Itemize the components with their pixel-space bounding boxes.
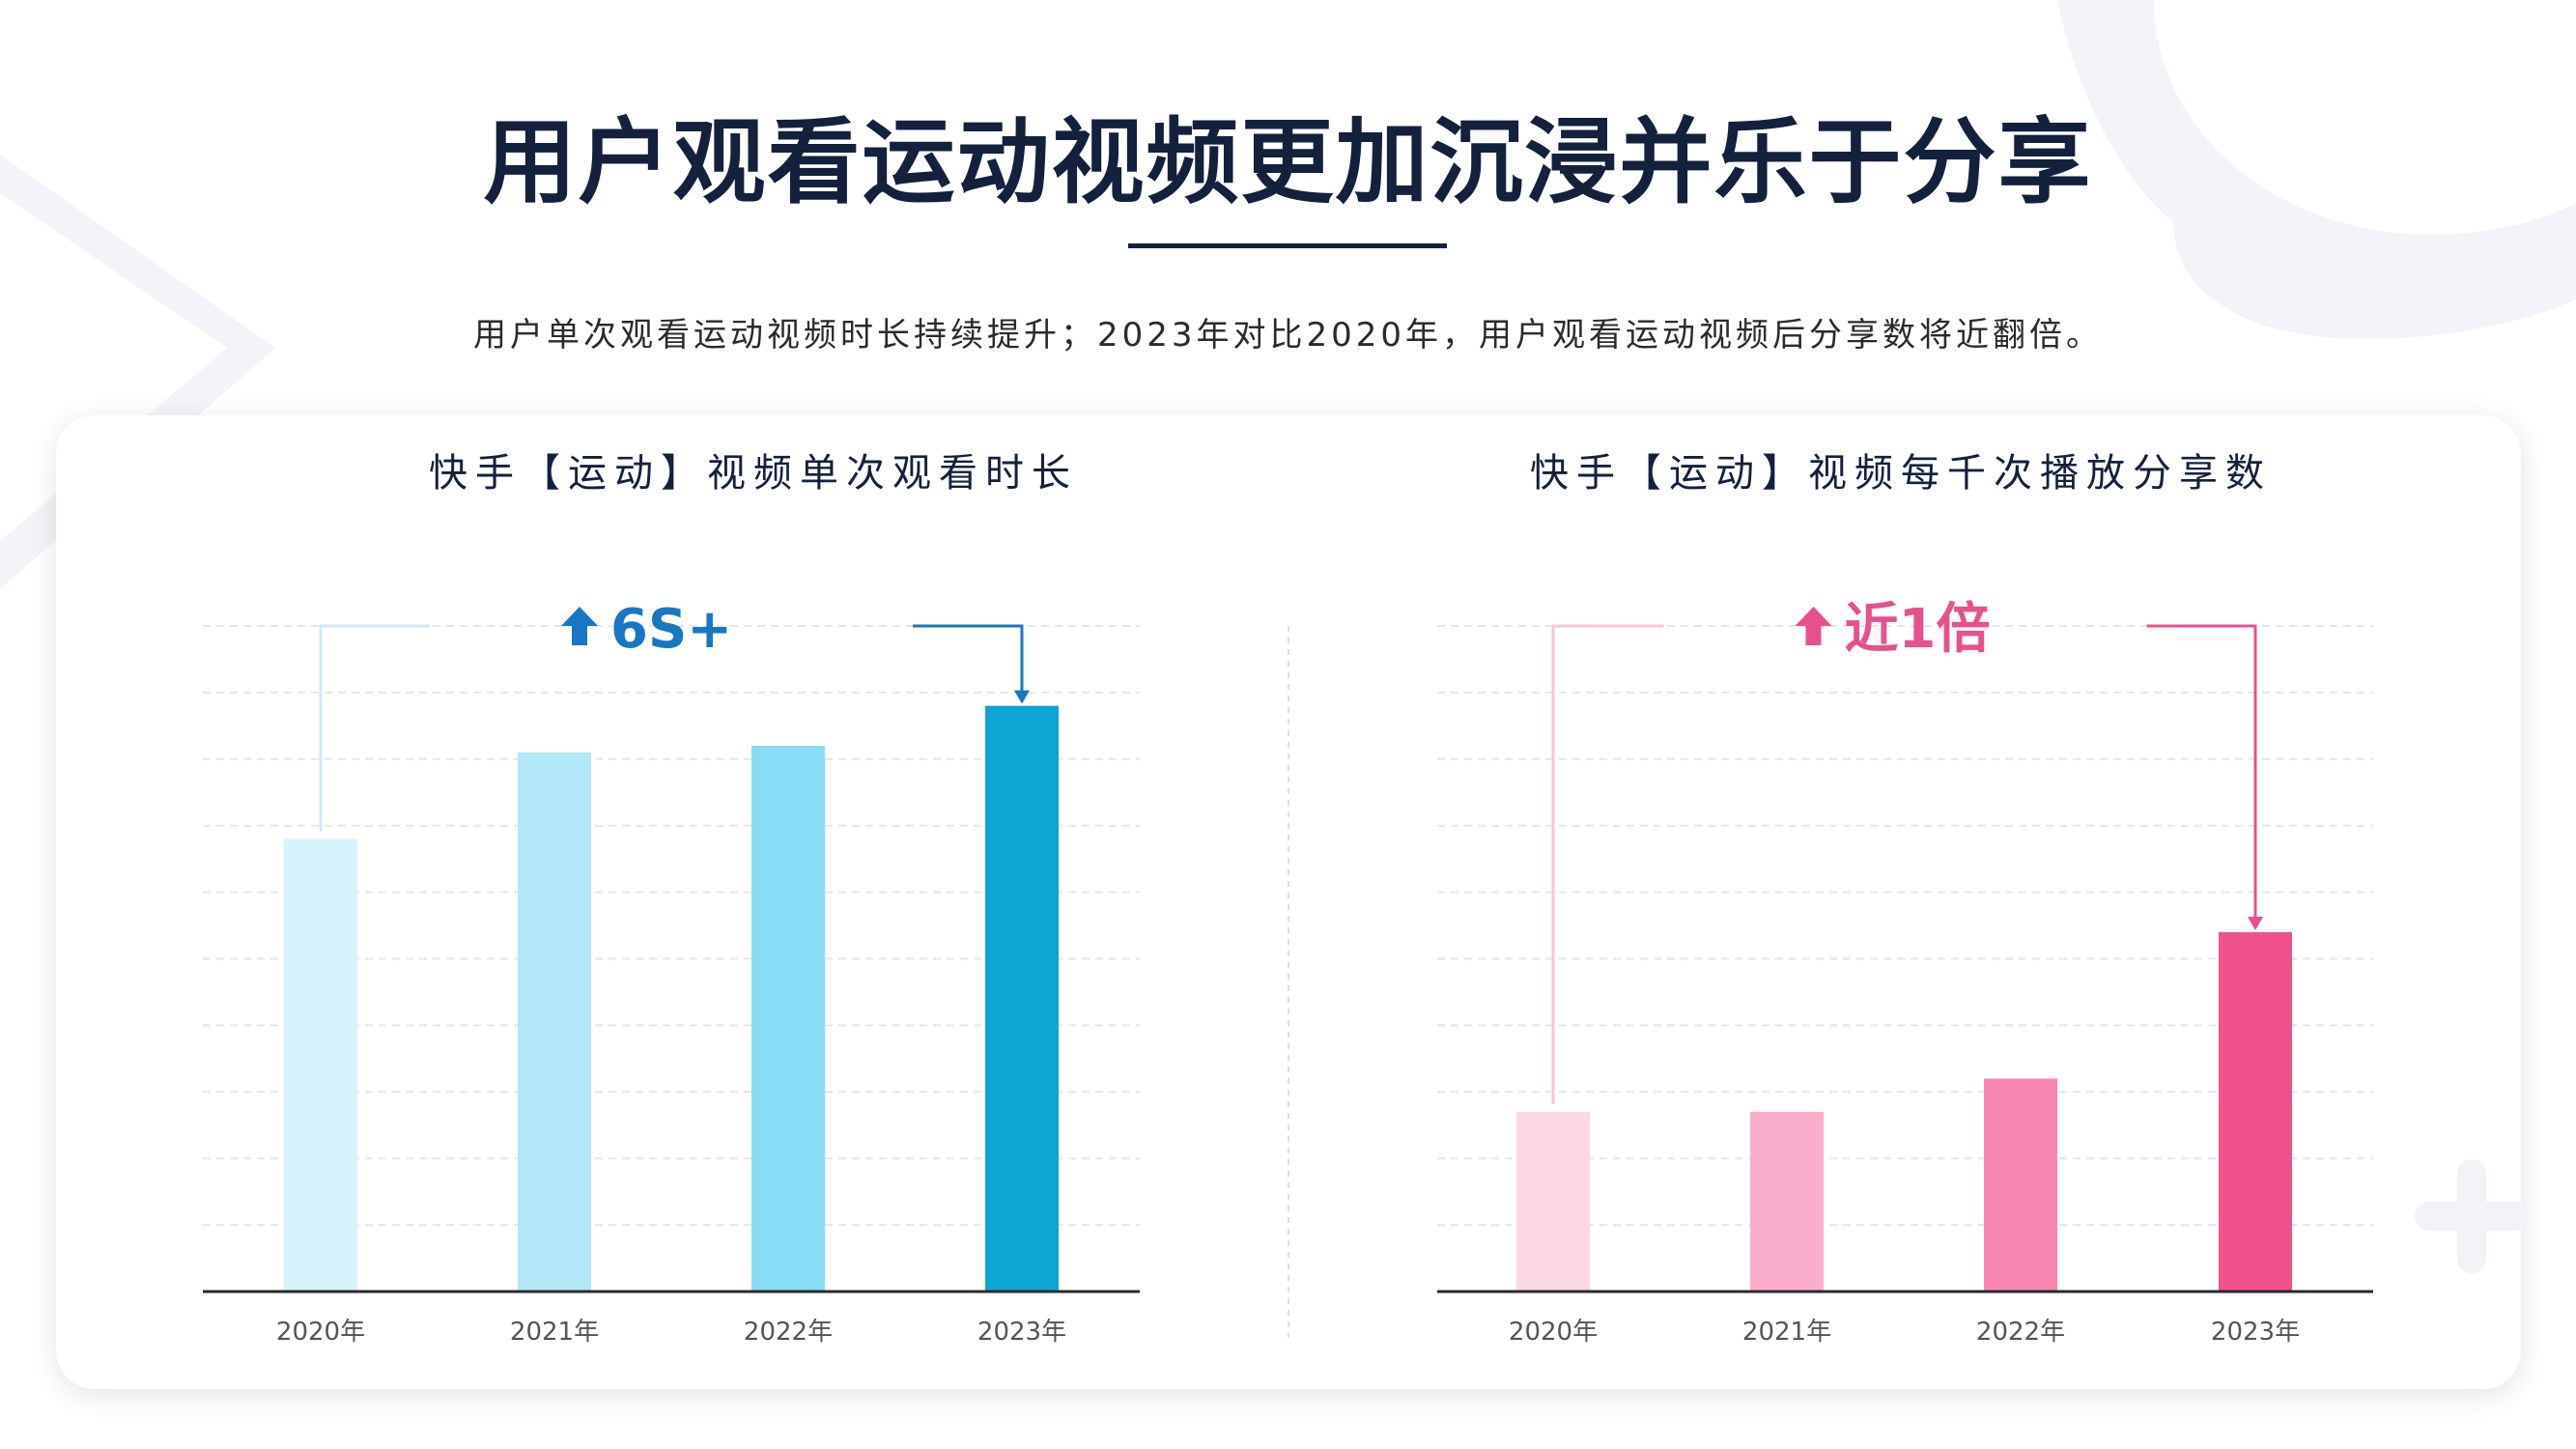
background-diamond-shape xyxy=(0,155,275,589)
title-underline xyxy=(1128,243,1447,248)
left-chart-bar-2021年 xyxy=(518,752,591,1292)
left-chart-bar-2022年 xyxy=(751,746,825,1292)
right-chart-bar-2023年 xyxy=(2219,931,2292,1292)
up-arrow-icon xyxy=(561,607,598,645)
right-annotation-arrowhead xyxy=(2248,916,2263,930)
right-chart-bar-2021年 xyxy=(1750,1111,1824,1292)
right-annotation-line-end xyxy=(2146,624,2257,919)
right-chart-tick-label: 2023年 xyxy=(2211,1318,2300,1347)
left-chart-tick-label: 2021年 xyxy=(510,1318,599,1347)
right-chart-tick-label: 2021年 xyxy=(1742,1318,1831,1347)
left-annotation-label: 6S+ xyxy=(610,598,732,661)
left-chart-tick-label: 2020年 xyxy=(276,1318,365,1347)
right-chart-title: 快手【运动】视频每千次播放分享数 xyxy=(1530,451,2272,496)
up-arrow-icon xyxy=(1795,607,1832,645)
charts-card xyxy=(56,415,2521,1389)
left-chart-tick-label: 2022年 xyxy=(744,1318,833,1347)
right-chart-bar-2020年 xyxy=(1516,1111,1590,1292)
page-title: 用户观看运动视频更加沉浸并乐于分享 xyxy=(483,108,2093,216)
left-annotation-line-start xyxy=(319,624,430,832)
left-chart-bar-2023年 xyxy=(985,705,1059,1292)
right-annotation-line-start xyxy=(1551,624,1664,1104)
right-chart-tick-label: 2020年 xyxy=(1509,1318,1598,1347)
left-chart-tick-label: 2023年 xyxy=(977,1318,1066,1347)
left-annotation-arrowhead xyxy=(1014,690,1030,704)
left-annotation-line-end xyxy=(913,624,1024,693)
page-subtitle: 用户单次观看运动视频时长持续提升；2023年对比2020年，用户观看运动视频后分… xyxy=(472,316,2104,355)
left-chart-bar-2020年 xyxy=(284,838,357,1292)
background-curve-shape xyxy=(2057,0,2576,339)
right-chart-tick-label: 2022年 xyxy=(1976,1318,2065,1347)
left-chart-title: 快手【运动】视频单次观看时长 xyxy=(429,451,1078,496)
right-annotation-label: 近1倍 xyxy=(1845,598,1991,661)
plus-decoration-icon xyxy=(2415,1159,2529,1273)
right-chart-bar-2022年 xyxy=(1984,1078,2057,1292)
